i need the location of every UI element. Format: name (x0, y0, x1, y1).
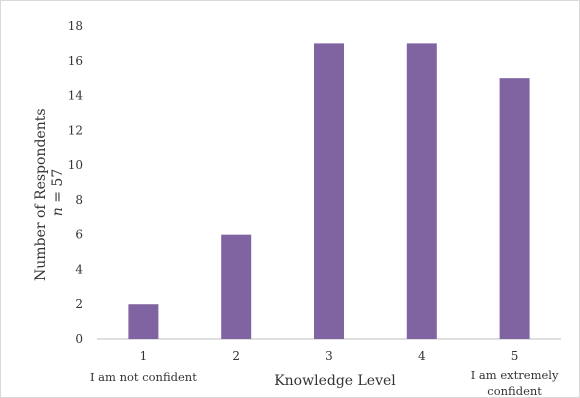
y-tick-label: 12 (68, 123, 83, 137)
x-axis-title: Knowledge Level (274, 373, 396, 389)
y-tick-label: 10 (68, 158, 83, 172)
annotation-not-confident: I am not confident (90, 370, 197, 384)
y-tick-label: 16 (68, 54, 83, 68)
y-tick-label: 2 (75, 297, 83, 311)
y-axis-note-variable: n (50, 207, 66, 216)
bar-2 (221, 234, 252, 339)
y-axis-ticks: 0 2 4 6 8 10 12 14 16 18 (68, 19, 84, 346)
bar-3 (314, 43, 344, 340)
y-axis-title-main: Number of Respondents (33, 108, 49, 280)
y-axis-title-note: n = 57 (50, 169, 66, 216)
y-tick-label: 18 (68, 19, 83, 33)
x-tick-label: 2 (232, 349, 240, 363)
y-axis-title: Number of Respondents n = 57 (33, 104, 66, 281)
y-tick-label: 0 (75, 332, 83, 346)
x-tick-label: 1 (140, 349, 148, 363)
x-tick-label: 3 (325, 349, 333, 363)
y-axis-note-value: = 57 (50, 169, 66, 207)
bars (128, 43, 530, 340)
y-tick-label: 14 (68, 89, 84, 103)
x-tick-label: 4 (418, 349, 426, 363)
bar-5 (499, 78, 530, 340)
x-axis-ticks: 1 2 3 4 5 (140, 349, 519, 363)
bar-1 (128, 304, 159, 339)
annotation-extremely-confident-line2: confident (487, 384, 542, 397)
annotation-extremely-confident-line1: I am extremely (471, 368, 559, 382)
y-tick-label: 4 (75, 262, 83, 276)
y-tick-label: 6 (75, 228, 83, 242)
bar-4 (406, 43, 437, 340)
y-tick-label: 8 (75, 193, 83, 207)
x-tick-label: 5 (511, 349, 519, 363)
